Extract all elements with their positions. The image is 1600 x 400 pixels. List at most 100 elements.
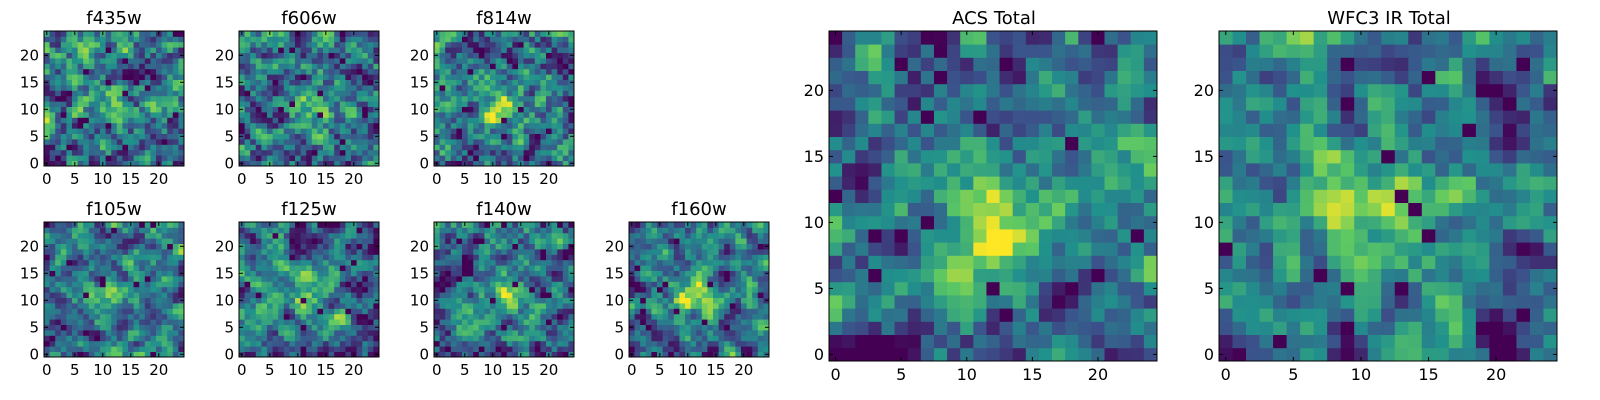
heatmap-cell: [495, 106, 502, 113]
heatmap-cell: [746, 232, 753, 239]
y-tick-label: 10: [410, 101, 429, 119]
heatmap-cell: [634, 249, 641, 255]
heatmap-cell: [546, 324, 552, 331]
heatmap-cell: [484, 31, 491, 37]
heatmap-cell: [450, 79, 457, 86]
heatmap-cell: [490, 313, 496, 320]
heatmap-cell: [1104, 229, 1119, 243]
heatmap-cell: [83, 36, 90, 43]
heatmap-cell: [255, 52, 262, 59]
heatmap-cell: [434, 249, 440, 255]
heatmap-cell: [690, 232, 697, 239]
heatmap-cell: [44, 85, 50, 91]
heatmap-cell: [445, 270, 452, 277]
heatmap-cell: [49, 330, 56, 336]
heatmap-cell: [495, 155, 502, 161]
heatmap-cell: [323, 58, 329, 64]
heatmap-cell: [362, 227, 369, 234]
heatmap-cell: [450, 351, 457, 358]
heatmap-cell: [323, 41, 329, 48]
heatmap-cell: [77, 222, 84, 228]
heatmap-cell: [172, 259, 179, 266]
heatmap-cell: [842, 215, 856, 230]
heatmap-cell: [278, 117, 285, 124]
heatmap-cell: [295, 286, 301, 293]
heatmap-cell: [690, 346, 697, 352]
heatmap-cell: [88, 259, 95, 266]
heatmap-cell: [467, 149, 474, 156]
heatmap-cell: [345, 139, 352, 145]
heatmap-cell: [150, 149, 157, 156]
heatmap-cell: [518, 36, 524, 43]
heatmap-cell: [1052, 255, 1066, 269]
heatmap-cell: [640, 313, 647, 320]
heatmap-cell: [462, 95, 468, 102]
heatmap-cell: [973, 229, 987, 243]
heatmap-cell: [473, 112, 480, 118]
heatmap-cell: [707, 335, 714, 342]
heatmap-cell: [752, 286, 759, 293]
heatmap-cell: [701, 319, 708, 325]
heatmap-cell: [868, 163, 882, 177]
heatmap-cell: [77, 254, 84, 261]
heatmap-cell: [161, 281, 168, 288]
heatmap-cell: [651, 270, 658, 277]
heatmap-cell: [518, 324, 524, 331]
heatmap-cell: [450, 281, 457, 288]
heatmap-cell: [116, 31, 123, 37]
heatmap-cell: [490, 335, 496, 342]
heatmap-cell: [49, 232, 56, 239]
heatmap-cell: [334, 133, 341, 140]
heatmap-cell: [540, 139, 547, 145]
heatmap-cell: [518, 90, 524, 97]
heatmap-cell: [139, 249, 146, 255]
heatmap-cell: [244, 47, 251, 53]
heatmap-cell: [345, 222, 352, 228]
heatmap-cell: [133, 351, 140, 358]
heatmap-cell: [701, 227, 708, 234]
y-tick-label: 10: [20, 101, 39, 119]
heatmap-cell: [278, 281, 285, 288]
heatmap-cell: [529, 292, 536, 298]
heatmap-cell: [178, 313, 185, 320]
heatmap-cell: [557, 286, 564, 293]
heatmap-cell: [568, 122, 575, 129]
heatmap-cell: [144, 90, 151, 97]
heatmap-cell: [450, 144, 457, 151]
heatmap-cell: [679, 270, 686, 277]
heatmap-cell: [306, 249, 313, 255]
heatmap-cell: [467, 47, 474, 53]
heatmap-cell: [105, 36, 112, 43]
heatmap-cell: [724, 313, 731, 320]
heatmap-cell: [456, 112, 463, 118]
heatmap-cell: [490, 227, 496, 234]
heatmap-cell: [490, 238, 496, 244]
heatmap-cell: [439, 106, 446, 113]
heatmap-cell: [128, 324, 134, 331]
heatmap-cell: [434, 128, 440, 134]
heatmap-cell: [546, 297, 552, 304]
heatmap-cell: [105, 101, 112, 107]
heatmap-cell: [289, 36, 296, 43]
heatmap-cell: [289, 308, 296, 315]
heatmap-cell: [640, 351, 647, 358]
heatmap-cell: [546, 319, 552, 325]
heatmap-cell: [156, 259, 162, 266]
heatmap-cell: [495, 36, 502, 43]
heatmap-cell: [100, 335, 106, 342]
axes-frame: [238, 221, 380, 358]
heatmap-cell: [88, 319, 95, 325]
heatmap-cell: [272, 85, 279, 91]
heatmap-cell: [172, 319, 179, 325]
heatmap-cell: [172, 133, 179, 140]
heatmap-cell: [156, 319, 162, 325]
heatmap-cell: [161, 112, 168, 118]
heatmap-cell: [518, 238, 524, 244]
heatmap-cell: [94, 149, 101, 156]
heatmap-cell: [144, 117, 151, 124]
heatmap-cell: [323, 265, 329, 271]
heatmap-cell: [72, 74, 78, 80]
heatmap-cell: [161, 31, 168, 37]
heatmap-cell: [829, 321, 843, 335]
